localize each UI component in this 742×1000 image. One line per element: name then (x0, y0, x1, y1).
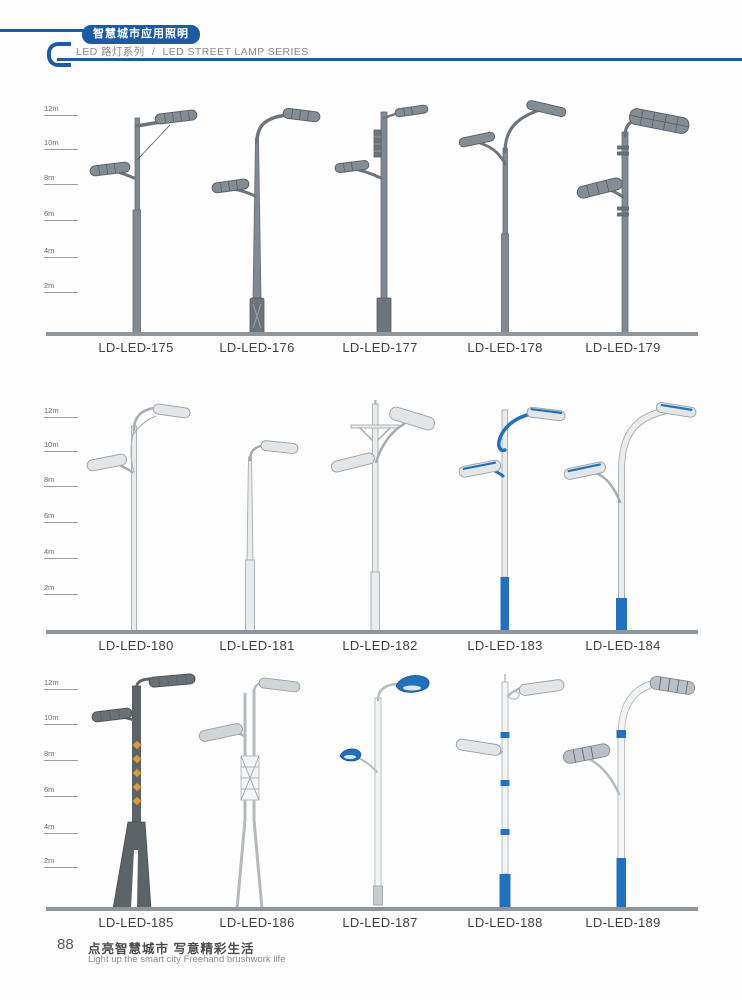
series-title-en: LED STREET LAMP SERIES (162, 46, 309, 58)
scale-mark-2m: 2m (44, 280, 78, 293)
street-lamp-ld-led-176 (211, 107, 321, 335)
scale-mark-12m: 12m (44, 405, 78, 418)
scale-mark-6m: 6m (44, 208, 78, 221)
scale-mark-2m: 2m (44, 582, 78, 595)
model-label: LD-LED-183 (467, 638, 543, 653)
scale-mark-4m: 4m (44, 821, 78, 834)
scale-mark-4m: 4m (44, 546, 78, 559)
series-title-separator: / (151, 46, 156, 58)
header-curve-ornament (47, 42, 71, 67)
ground-line-row-2 (46, 630, 698, 634)
model-label: LD-LED-178 (467, 340, 543, 355)
ground-line-row-3 (46, 907, 698, 911)
header-badge: 智慧城市应用照明 (82, 25, 200, 44)
lamp-row-2-illustration (86, 400, 697, 634)
page-number: 88 (57, 936, 74, 953)
header-rule-left (0, 29, 84, 32)
scale-mark-6m: 6m (44, 784, 78, 797)
street-lamp-ld-led-179 (576, 108, 690, 335)
lamp-row-1-illustration (89, 100, 690, 335)
model-label: LD-LED-189 (585, 915, 661, 930)
scale-mark-10m: 10m (44, 137, 78, 150)
series-title: LED 路灯系列 / LED STREET LAMP SERIES (76, 44, 309, 59)
scale-mark-6m: 6m (44, 510, 78, 523)
model-label: LD-LED-177 (342, 340, 418, 355)
street-lamp-ld-led-181 (245, 440, 299, 634)
model-label: LD-LED-187 (342, 915, 418, 930)
footer-slogan-en: Light up the smart city Freehand brushwo… (88, 954, 286, 965)
scale-mark-10m: 10m (44, 439, 78, 452)
model-label: LD-LED-182 (342, 638, 418, 653)
model-label: LD-LED-181 (219, 638, 295, 653)
scale-mark-8m: 8m (44, 748, 78, 761)
scale-mark-2m: 2m (44, 855, 78, 868)
scale-mark-8m: 8m (44, 474, 78, 487)
scale-mark-12m: 12m (44, 677, 78, 690)
scale-mark-12m: 12m (44, 103, 78, 116)
ground-line-row-1 (46, 332, 698, 336)
street-lamp-ld-led-185 (91, 673, 196, 910)
footer-slogan-cn: 点亮智慧城市 写意精彩生活 (88, 942, 255, 956)
model-label: LD-LED-176 (219, 340, 295, 355)
street-lamp-ld-led-189 (562, 675, 696, 909)
header-rule-long (57, 58, 742, 61)
model-label: LD-LED-180 (98, 638, 174, 653)
model-label: LD-LED-186 (219, 915, 295, 930)
street-lamp-ld-led-186 (198, 677, 301, 911)
scale-mark-10m: 10m (44, 712, 78, 725)
street-lamp-ld-led-188 (455, 674, 565, 908)
scale-mark-8m: 8m (44, 172, 78, 185)
model-label: LD-LED-185 (98, 915, 174, 930)
scale-mark-4m: 4m (44, 245, 78, 258)
street-lamp-ld-led-175 (89, 109, 198, 335)
street-lamp-ld-led-183 (458, 406, 566, 633)
street-lamp-ld-led-187 (339, 675, 430, 906)
street-lamp-ld-led-177 (334, 104, 429, 335)
lamp-row-3-illustration (91, 673, 696, 911)
model-label: LD-LED-184 (585, 638, 661, 653)
street-lamp-ld-led-178 (458, 100, 567, 335)
model-label: LD-LED-175 (98, 340, 174, 355)
street-lamp-ld-led-182 (330, 400, 435, 634)
model-label: LD-LED-188 (467, 915, 543, 930)
street-lamp-ld-led-184 (563, 402, 697, 634)
model-label: LD-LED-179 (585, 340, 661, 355)
series-title-cn: LED 路灯系列 (76, 46, 145, 58)
street-lamp-ld-led-180 (86, 403, 191, 634)
